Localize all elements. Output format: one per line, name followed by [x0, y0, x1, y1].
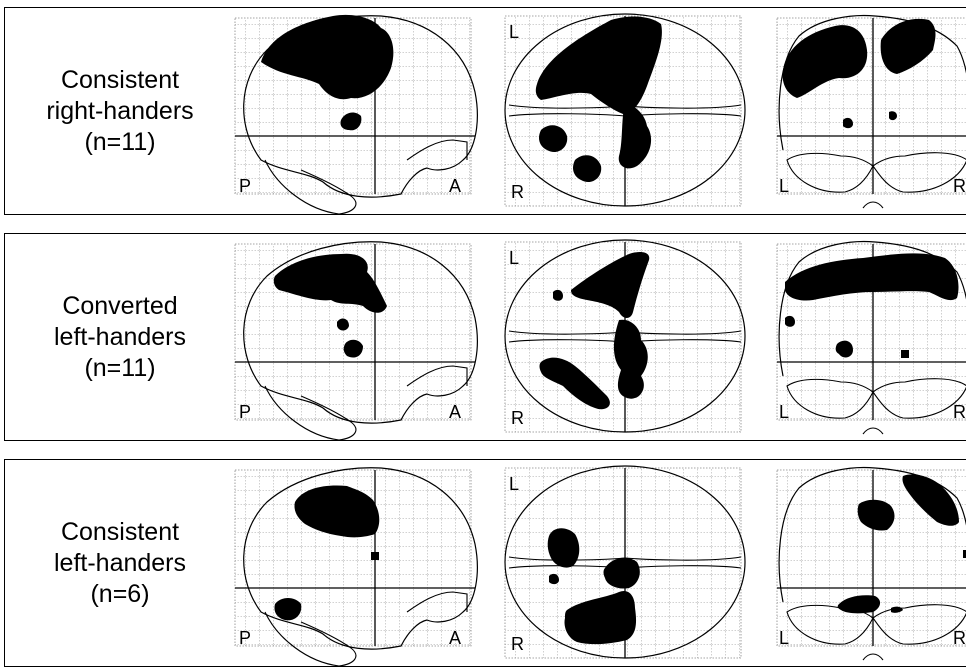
activation-blob [343, 339, 363, 358]
activation-blob [782, 25, 868, 98]
group-label-line: Converted [62, 291, 178, 320]
direction-label-right: R [511, 408, 524, 428]
group-label: Converted left-handers (n=11) [5, 234, 235, 440]
activation-blob [618, 102, 652, 169]
axial-view: L R [504, 465, 746, 659]
activation-blob [835, 340, 853, 358]
activation-blob [539, 357, 610, 410]
direction-label-right: R [953, 176, 966, 196]
cerebellum-outline [264, 611, 357, 667]
direction-label-left: L [779, 402, 789, 422]
activation-blob [547, 528, 580, 568]
coronal-view: L R [776, 14, 966, 209]
temporal-outline [406, 591, 468, 613]
cerebellum-outline [786, 378, 966, 419]
activation-blob [337, 318, 349, 331]
activation-blob [902, 474, 959, 526]
cerebellum-outline [264, 159, 357, 215]
activation-blob [843, 117, 853, 129]
group-label: Consistent left-handers (n=6) [5, 460, 235, 666]
activation-blob [901, 350, 909, 358]
activation-blob [371, 552, 379, 560]
group-label-line: (n=11) [84, 127, 156, 156]
direction-label-posterior: P [239, 402, 251, 422]
sagittal-view: P A [234, 467, 478, 667]
direction-label-anterior: A [449, 628, 461, 648]
axial-view: L R [504, 239, 746, 433]
sagittal-view: P A [234, 14, 478, 215]
group-label-line: right-handers [46, 96, 194, 125]
activation-blob [273, 253, 387, 313]
cerebellum-outline [786, 152, 966, 193]
activation-blob [963, 550, 966, 558]
activation-blob [889, 111, 897, 121]
group-label-line: Consistent [60, 65, 180, 94]
group-label-line: (n=6) [90, 579, 150, 608]
panel-consistent-left-handers: Consistent left-handers (n=6) P A [4, 459, 966, 667]
brainstem-outline [862, 653, 884, 661]
brain-outline [778, 466, 966, 603]
activation-blob [857, 499, 895, 531]
direction-label-right: R [511, 634, 524, 654]
panel-converted-left-handers: Converted left-handers (n=11) P A [4, 233, 966, 441]
activation-blob [340, 112, 362, 131]
activation-blob [880, 18, 936, 75]
brainstem-outline [862, 427, 884, 435]
direction-label-left: L [509, 474, 519, 494]
coronal-view: L R [776, 466, 966, 661]
direction-label-right: R [953, 402, 966, 422]
direction-label-anterior: A [449, 402, 461, 422]
direction-label-posterior: P [239, 628, 251, 648]
panel-consistent-right-handers: Consistent right-handers (n=11) P A [4, 7, 966, 215]
activation-blob [573, 155, 602, 183]
activation-blob [261, 14, 394, 100]
group-label-line: (n=11) [84, 353, 156, 382]
activation-blob [613, 319, 648, 399]
activation-blob [891, 606, 903, 613]
activation-blob [785, 315, 795, 327]
temporal-outline [406, 139, 468, 161]
coronal-view: L R [776, 240, 966, 435]
direction-label-right: R [953, 628, 966, 648]
activation-blob [837, 595, 881, 614]
direction-label-left: L [779, 628, 789, 648]
brain-outline [778, 240, 966, 377]
activation-blob [549, 573, 559, 585]
axial-view: L R [504, 13, 746, 207]
direction-label-left: L [509, 22, 519, 42]
group-label-line: left-handers [53, 548, 187, 577]
activation-blob [553, 289, 563, 301]
direction-label-right: R [511, 182, 524, 202]
activation-blob [539, 125, 568, 153]
sagittal-view: P A [234, 241, 478, 441]
cerebellum-outline [264, 385, 357, 441]
activation-blob [564, 590, 637, 645]
direction-label-left: L [779, 176, 789, 196]
group-label-line: Consistent [60, 517, 180, 546]
group-label: Consistent right-handers (n=11) [5, 8, 235, 214]
brainstem-outline [862, 201, 884, 209]
activation-blob [294, 485, 380, 538]
group-label-line: left-handers [53, 322, 187, 351]
activation-blob [785, 253, 959, 301]
activation-blob [274, 598, 302, 621]
activation-blob [535, 16, 662, 114]
direction-label-anterior: A [449, 176, 461, 196]
direction-label-left: L [509, 248, 519, 268]
temporal-outline [406, 365, 468, 387]
activation-blob [603, 557, 640, 589]
activation-blob [571, 252, 650, 318]
direction-label-posterior: P [239, 176, 251, 196]
